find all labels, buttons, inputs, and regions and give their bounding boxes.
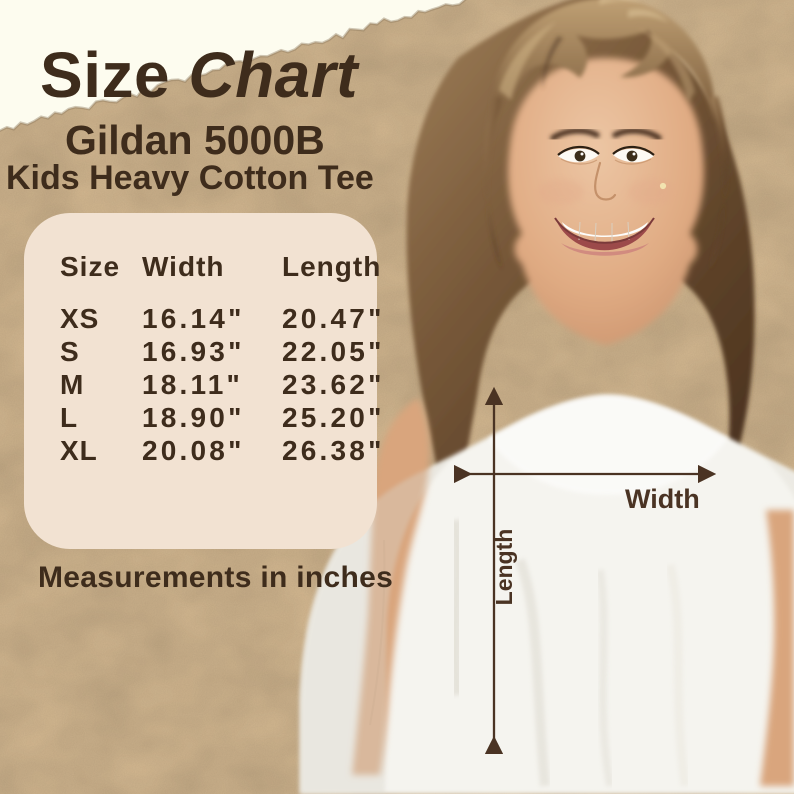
svg-text:Length: Length (491, 529, 517, 606)
svg-text:Width: Width (625, 484, 700, 514)
